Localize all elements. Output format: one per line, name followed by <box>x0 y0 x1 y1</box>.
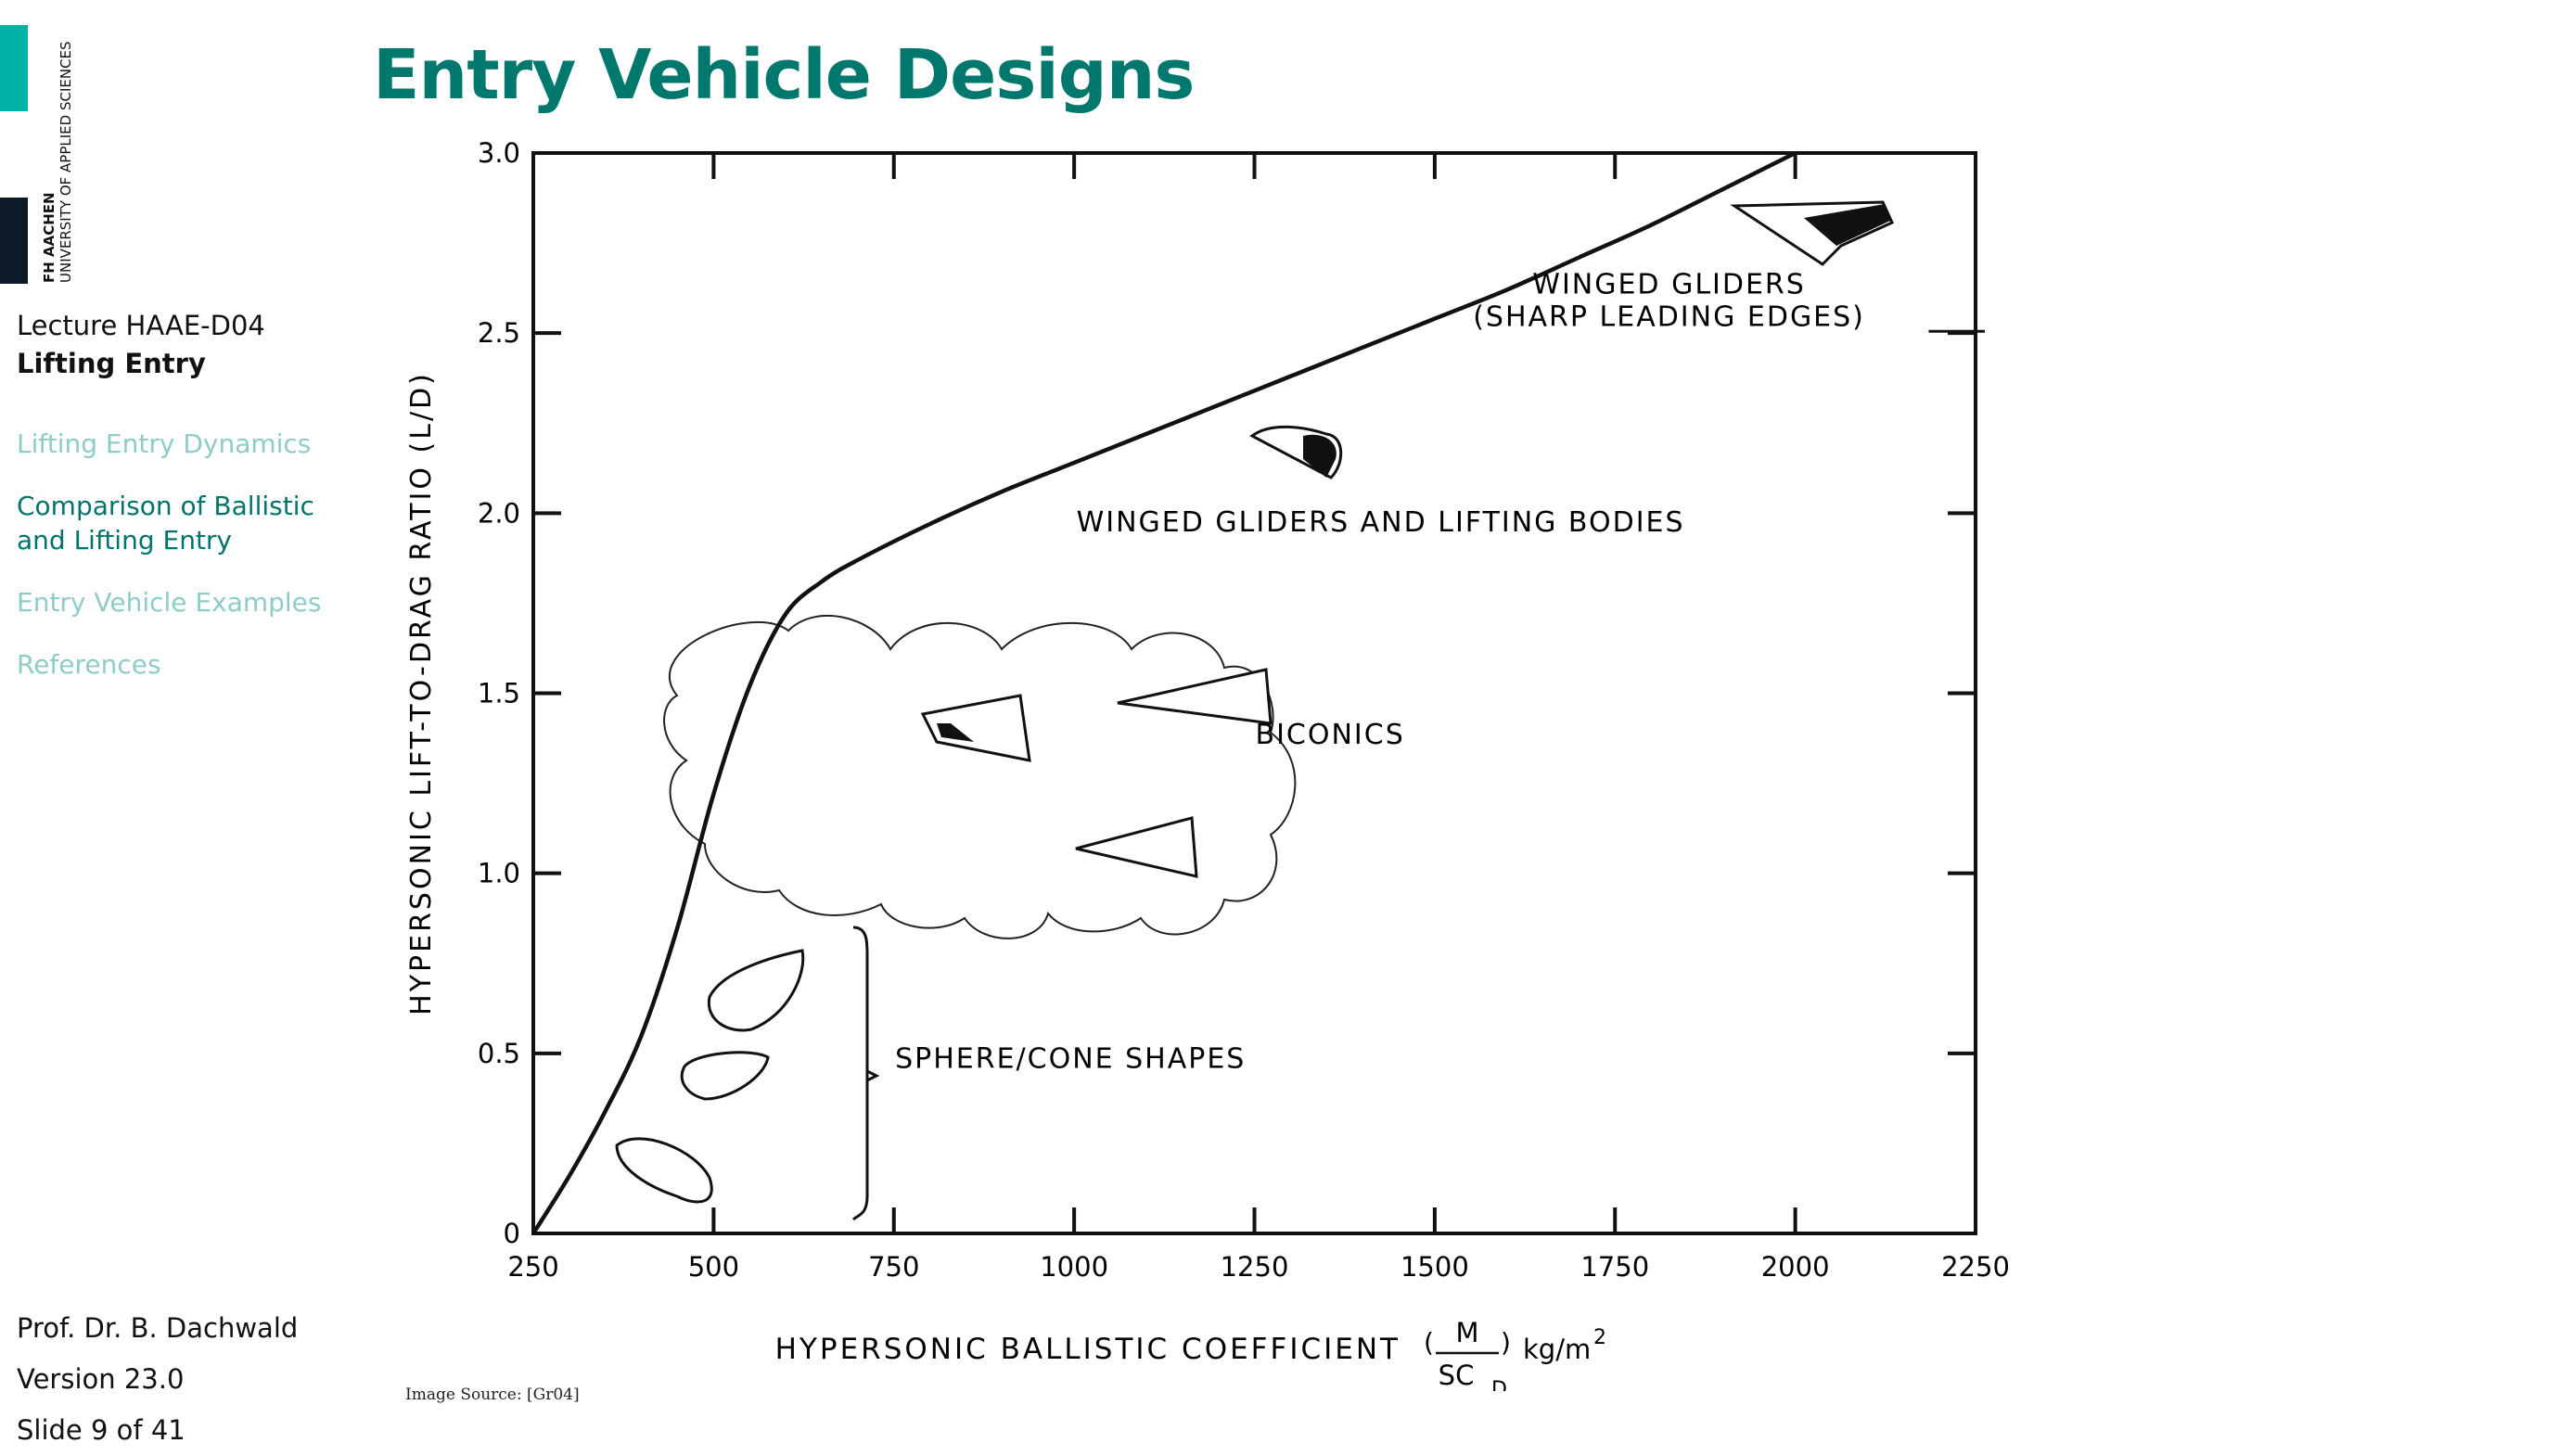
biconic-sketch-2 <box>1118 670 1271 723</box>
logo-subtitle: UNIVERSITY OF APPLIED SCIENCES <box>58 41 74 283</box>
y-tick-label: 0 <box>504 1218 520 1249</box>
ld-vs-ballistic-chart: 250 500 750 1000 1250 1500 1750 2000 2250 0 0.5 1.0… <box>390 130 2022 1391</box>
x-tick-label: 1750 <box>1580 1251 1649 1283</box>
footer-author: Prof. Dr. B. Dachwald <box>17 1303 298 1354</box>
lecture-title: Lifting Entry <box>17 345 332 382</box>
y-tick-label: 1.0 <box>478 858 520 889</box>
y-tick-label: 2.5 <box>478 317 520 349</box>
logo-accent-bar <box>0 25 28 111</box>
y-tick-label: 3.0 <box>478 137 520 169</box>
y-tick-label: 0.5 <box>478 1038 520 1069</box>
logo-wordmark: FH AACHEN UNIVERSITY OF APPLIED SCIENCES <box>41 41 74 283</box>
y-tick-label: 2.0 <box>478 497 520 529</box>
logo-name: FH AACHEN <box>41 41 58 283</box>
sphere-cone-brace <box>853 927 876 1220</box>
vehicle-illustrations <box>617 202 1892 1220</box>
x-tick-label: 1250 <box>1221 1251 1289 1283</box>
footer-version: Version 23.0 <box>17 1354 298 1405</box>
annotation-label: (SHARP LEADING EDGES) <box>1473 300 1865 333</box>
x-tick-label: 250 <box>507 1251 558 1283</box>
formula-subscript: D <box>1491 1378 1507 1391</box>
nav-item-lifting-entry-dynamics[interactable]: Lifting Entry Dynamics <box>17 427 332 461</box>
formula-numerator: M <box>1455 1317 1478 1348</box>
y-tick-label: 1.5 <box>478 678 520 709</box>
page-title: Entry Vehicle Designs <box>373 35 1194 115</box>
nav-item-entry-vehicle-examples[interactable]: Entry Vehicle Examples <box>17 585 332 619</box>
nav-item-comparison[interactable]: Comparison of Ballistic and Lifting Entr… <box>17 489 332 557</box>
x-tick-label: 500 <box>688 1251 739 1283</box>
logo-dark-bar <box>0 198 28 284</box>
x-tick-label: 750 <box>868 1251 919 1283</box>
sidebar-nav: Lifting Entry Dynamics Comparison of Bal… <box>17 427 332 709</box>
x-tick-label: 1000 <box>1040 1251 1108 1283</box>
x-axis-label: HYPERSONIC BALLISTIC COEFFICIENT <box>775 1333 1401 1366</box>
nav-item-references[interactable]: References <box>17 647 332 682</box>
biconic-sketch-3 <box>1076 818 1196 876</box>
sphere-cone-sketch-1 <box>709 951 802 1030</box>
formula-denominator: SC <box>1439 1360 1475 1391</box>
footer-slide-number: Slide 9 of 41 <box>17 1405 298 1456</box>
slide-footer: Prof. Dr. B. Dachwald Version 23.0 Slide… <box>17 1303 298 1456</box>
formula-unit: kg/m <box>1523 1334 1591 1365</box>
x-tick-label: 1500 <box>1401 1251 1469 1283</box>
annotation-label: WINGED GLIDERS AND LIFTING BODIES <box>1077 506 1685 539</box>
sphere-cone-sketch-2 <box>682 1053 768 1099</box>
sphere-cone-sketch-3 <box>617 1139 711 1202</box>
image-source: Image Source: [Gr04] <box>405 1386 580 1404</box>
annotation-label: SPHERE/CONE SHAPES <box>895 1042 1246 1075</box>
x-tick-label: 2250 <box>1941 1251 2010 1283</box>
chart-labels: 250 500 750 1000 1250 1500 1750 2000 2250 0 0.5 1.0… <box>405 137 2010 1391</box>
y-axis-label: HYPERSONIC LIFT-TO-DRAG RATIO (L/D) <box>405 371 438 1015</box>
formula-open-paren: ( <box>1424 1327 1434 1358</box>
formula-close-paren: ) <box>1501 1327 1511 1358</box>
formula-exponent: 2 <box>1593 1326 1606 1349</box>
x-tick-label: 2000 <box>1761 1251 1830 1283</box>
lecture-code: Lecture HAAE-D04 <box>17 306 332 345</box>
annotation-label: WINGED GLIDERS <box>1532 268 1806 300</box>
sidebar-header: Lecture HAAE-D04 Lifting Entry <box>17 306 332 382</box>
annotation-label: BICONICS <box>1255 719 1404 751</box>
